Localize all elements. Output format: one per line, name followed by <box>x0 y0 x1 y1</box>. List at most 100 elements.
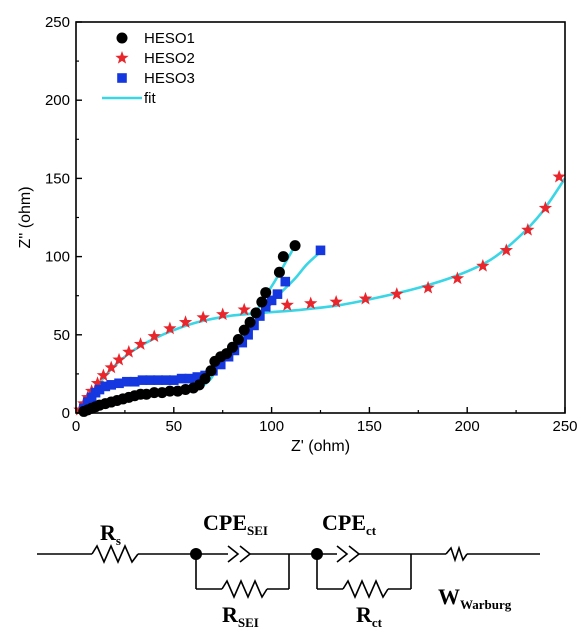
x-tick-label: 250 <box>552 418 577 435</box>
rs-resistor <box>91 544 139 564</box>
point-heso1 <box>164 385 176 397</box>
point-heso2 <box>280 298 294 311</box>
point-heso2 <box>421 280 435 294</box>
legend-swatch-heso2 <box>115 51 129 64</box>
label-cpe-ct: CPEct <box>322 510 377 538</box>
point-heso1 <box>277 251 289 263</box>
point-heso1 <box>148 387 160 399</box>
label-r-ct: Rct <box>356 602 383 630</box>
point-heso2 <box>552 169 566 183</box>
point-heso3 <box>215 359 226 370</box>
label-cpe-sei: CPESEI <box>203 510 268 538</box>
y-tick-label: 0 <box>62 405 70 422</box>
point-heso3 <box>243 330 253 340</box>
impedance-chart: 0 50 100 150 200 250 0 50 100 150 200 250 Z' (ohm) Z'… <box>17 14 578 455</box>
point-heso3 <box>272 289 283 299</box>
axes: 0 50 100 150 200 250 0 50 100 150 200 250 Z' (ohm) Z'… <box>17 14 578 455</box>
cpe-sei-element <box>239 545 252 563</box>
point-heso3 <box>122 376 132 387</box>
point-heso2 <box>329 294 343 308</box>
point-heso3 <box>94 384 105 395</box>
point-heso3 <box>169 375 179 385</box>
x-tick-label: 150 <box>357 418 382 435</box>
point-heso3 <box>129 376 140 387</box>
point-heso2 <box>216 307 230 321</box>
label-warburg: WWarburg <box>438 584 512 612</box>
point-heso3 <box>280 276 291 287</box>
point-heso1 <box>199 373 211 385</box>
legend-label-heso1: HESO1 <box>144 30 195 47</box>
cpe-ct-element <box>336 545 349 563</box>
point-heso2 <box>196 310 210 324</box>
point-heso3 <box>100 381 111 392</box>
point-heso3 <box>192 372 203 382</box>
point-heso3 <box>315 245 326 256</box>
r-sei-resistor <box>221 579 268 599</box>
point-heso1 <box>250 307 262 319</box>
point-heso2 <box>476 258 490 272</box>
y-tick-label: 100 <box>45 249 70 266</box>
legend-label-fit: fit <box>144 90 157 107</box>
point-heso3 <box>161 375 171 385</box>
y-tick-label: 200 <box>45 92 70 109</box>
point-heso1 <box>260 287 272 299</box>
x-tick-label: 200 <box>455 418 480 435</box>
point-heso2 <box>538 201 553 214</box>
data-markers <box>73 169 566 417</box>
point-heso2 <box>96 368 111 382</box>
point-heso3 <box>114 378 124 389</box>
label-r-sei: RSEI <box>222 602 259 630</box>
y-tick-label: 150 <box>45 170 70 187</box>
point-heso1 <box>205 365 217 377</box>
point-heso1 <box>256 296 268 308</box>
x-axis-label: Z' (ohm) <box>291 438 350 455</box>
circuit-labels: Rs CPESEI CPEct RSEI Rct WWarburg <box>100 510 512 630</box>
point-heso2 <box>358 291 373 305</box>
y-axis-label: Z'' (ohm) <box>17 186 34 248</box>
point-heso1 <box>289 240 301 252</box>
point-heso2 <box>450 271 465 285</box>
legend-swatch-heso3 <box>117 73 127 83</box>
legend-label-heso2: HESO2 <box>144 50 195 67</box>
point-heso3 <box>137 375 148 385</box>
legend-swatch-heso1 <box>116 32 128 44</box>
label-rs: Rs <box>100 520 121 548</box>
warburg-element <box>445 545 468 563</box>
r-ct-resistor <box>342 579 389 599</box>
point-heso2 <box>147 329 161 343</box>
point-heso3 <box>184 373 195 384</box>
point-heso1 <box>244 316 256 328</box>
point-heso2 <box>390 287 404 300</box>
point-heso3 <box>176 373 187 384</box>
equivalent-circuit <box>37 544 540 599</box>
point-heso2 <box>163 321 177 335</box>
y-tick-label: 50 <box>53 327 70 344</box>
point-heso2 <box>122 345 136 358</box>
point-heso1 <box>226 341 238 353</box>
legend-label-heso3: HESO3 <box>144 70 195 87</box>
cpe-sei-element <box>227 545 240 563</box>
x-tick-label: 50 <box>165 418 182 435</box>
point-heso2 <box>237 302 251 316</box>
cpe-ct-element <box>348 545 361 563</box>
point-heso1 <box>273 266 285 278</box>
point-heso3 <box>260 301 271 312</box>
legend: HESO1 HESO2 HESO3 fit <box>102 30 195 107</box>
point-heso3 <box>145 375 156 385</box>
point-heso1 <box>238 324 250 336</box>
point-heso2 <box>521 223 535 236</box>
point-heso3 <box>153 375 163 385</box>
point-heso2 <box>104 360 118 374</box>
point-heso2 <box>90 376 105 389</box>
x-tick-label: 100 <box>259 418 284 435</box>
point-heso1 <box>232 333 244 345</box>
point-heso2 <box>499 243 513 257</box>
point-heso2 <box>112 352 126 366</box>
x-tick-label: 0 <box>72 418 80 435</box>
point-heso3 <box>266 295 277 306</box>
y-tick-label: 250 <box>45 14 70 31</box>
point-heso3 <box>106 380 117 390</box>
point-heso2 <box>304 296 318 310</box>
point-heso2 <box>133 337 148 350</box>
